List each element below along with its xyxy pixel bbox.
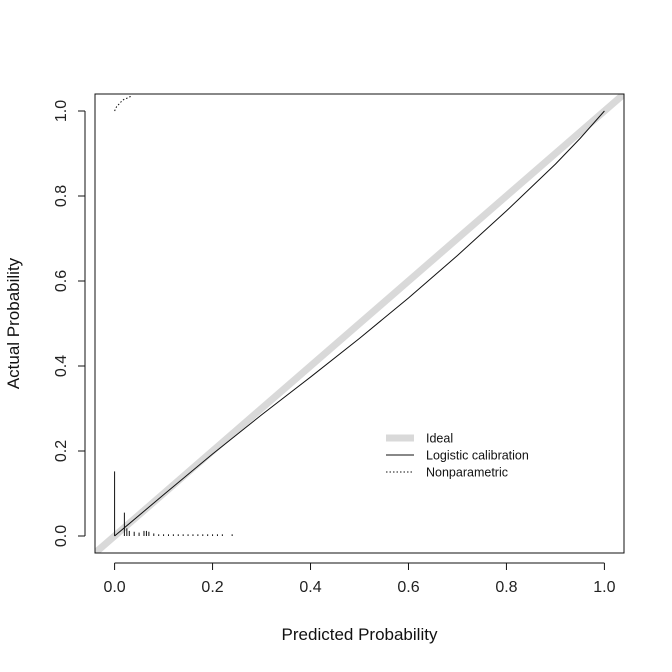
y-tick-label: 1.0 [53, 100, 70, 122]
x-tick-label: 0.4 [299, 579, 321, 596]
y-tick-label: 0.6 [53, 270, 70, 292]
legend-label: Logistic calibration [426, 449, 529, 463]
legend: Ideal Logistic calibration Nonparametric [386, 432, 529, 480]
series-line-logistic-calibration [114, 110, 605, 537]
plot-frame [94, 93, 625, 554]
x-tick-label: 0.2 [201, 579, 223, 596]
series-line-nonparametric [114, 95, 132, 112]
series-line-ideal [95, 94, 624, 553]
legend-entry: Ideal [386, 432, 453, 446]
x-tick-label: 0.8 [495, 579, 517, 596]
y-tick-label: 0.2 [53, 440, 70, 462]
y-tick-label: 0.4 [53, 355, 70, 377]
x-tick-label: 0.6 [397, 579, 419, 596]
rug-layer [114, 471, 233, 536]
legend-label: Ideal [426, 432, 453, 446]
legend-entry: Nonparametric [386, 466, 508, 480]
x-tick-label: 0.0 [103, 579, 125, 596]
y-tick-label: 0.8 [53, 185, 70, 207]
y-axis: 0.0 0.2 0.4 0.6 0.8 1.0 [53, 100, 86, 547]
x-axis: 0.0 0.2 0.4 0.6 0.8 1.0 [103, 562, 616, 596]
series-layer [95, 94, 624, 553]
legend-entry: Logistic calibration [386, 449, 529, 463]
x-axis-title: Predicted Probability [282, 625, 438, 644]
y-axis-title: Actual Probability [4, 257, 23, 389]
x-tick-label: 1.0 [593, 579, 615, 596]
legend-label: Nonparametric [426, 466, 508, 480]
y-tick-label: 0.0 [53, 525, 70, 547]
